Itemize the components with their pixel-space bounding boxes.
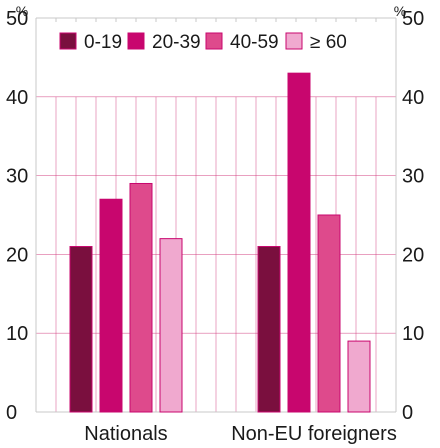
axes: 0 0 10 10 20 20 30 30 40 40 50 50 Nationals Non-EU fo… — [6, 8, 424, 445]
y-tick-label-right: 10 — [402, 323, 424, 345]
y-tick-label-left: 20 — [6, 244, 28, 266]
bar-60-0 — [159, 238, 183, 413]
legend-label: 0-19 — [84, 32, 122, 53]
bar-2039-0 — [99, 198, 123, 413]
bar-2039-1 — [287, 72, 311, 413]
y-tick-label-right: 50 — [402, 8, 424, 30]
y-tick-label-right: 40 — [402, 87, 424, 109]
y-tick-label-left: 0 — [6, 402, 17, 424]
category-label: Non-EU foreigners — [231, 423, 397, 445]
y-tick-label-left: 30 — [6, 166, 28, 188]
legend-label: 40-59 — [230, 32, 279, 53]
y-unit-right: % — [394, 3, 406, 19]
legend-item: ≥ 60 — [285, 32, 347, 53]
legend-swatch — [285, 32, 303, 50]
y-tick-label-right: 30 — [402, 166, 424, 188]
legend-label: 20-39 — [152, 32, 201, 53]
legend-item: 40-59 — [205, 32, 279, 53]
legend-swatch — [59, 32, 77, 50]
legend-item: 0-19 — [59, 32, 122, 53]
legend-swatch — [127, 32, 145, 50]
y-tick-label-right: 0 — [402, 402, 413, 424]
legend-label: ≥ 60 — [310, 32, 347, 53]
y-tick-label-left: 10 — [6, 323, 28, 345]
bar-4059-0 — [129, 182, 153, 413]
bars — [69, 72, 371, 413]
y-tick-label-left: 50 — [6, 8, 28, 30]
legend: 0-19 20-39 40-59 ≥ 60 — [59, 32, 347, 53]
legend-swatch — [205, 32, 223, 50]
bar-60-1 — [347, 340, 371, 413]
y-tick-label-right: 20 — [402, 244, 424, 266]
legend-item: 20-39 — [127, 32, 201, 53]
y-tick-label-left: 40 — [6, 87, 28, 109]
y-unit-left: % — [16, 3, 28, 19]
category-label: Nationals — [84, 423, 167, 445]
bar-019-1 — [257, 246, 281, 413]
bar-019-0 — [69, 246, 93, 413]
bar-4059-1 — [317, 214, 341, 413]
